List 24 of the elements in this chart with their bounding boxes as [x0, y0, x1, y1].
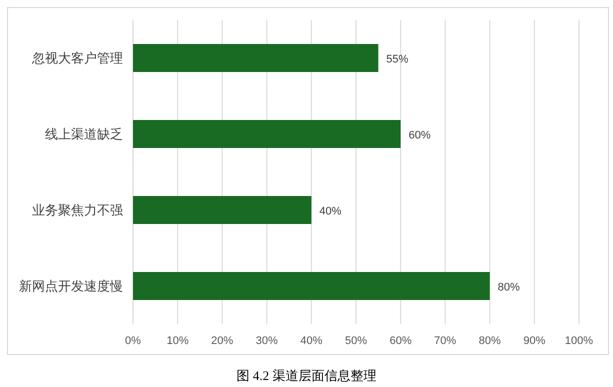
data-label: 60% — [408, 130, 431, 142]
x-tick-label: 100% — [564, 335, 594, 347]
x-tick-label: 0% — [125, 335, 142, 347]
y-tick-label: 忽视大客户管理 — [31, 50, 123, 66]
bar — [133, 196, 312, 224]
bar — [133, 272, 490, 300]
data-label: 80% — [498, 282, 520, 294]
x-tick-label: 90% — [523, 335, 546, 347]
x-tick-label: 50% — [344, 335, 368, 347]
bar — [133, 120, 401, 148]
y-tick-label: 业务聚焦力不强 — [32, 202, 123, 218]
x-tick-label: 60% — [390, 335, 412, 347]
x-tick-label: 80% — [478, 335, 502, 347]
x-tick-label: 10% — [166, 335, 189, 347]
x-tick-label: 20% — [211, 335, 234, 347]
caption: 图 4.2 渠道层面信息整理 — [236, 368, 376, 383]
bar — [133, 44, 378, 72]
x-tick-label: 30% — [256, 335, 278, 347]
data-label: 55% — [386, 54, 409, 66]
x-tick-label: 40% — [300, 335, 323, 347]
y-tick-label: 线上渠道缺乏 — [45, 126, 123, 142]
y-tick-label: 新网点开发速度慢 — [19, 278, 123, 294]
x-tick-label: 70% — [434, 335, 456, 347]
data-label: 40% — [319, 206, 342, 218]
